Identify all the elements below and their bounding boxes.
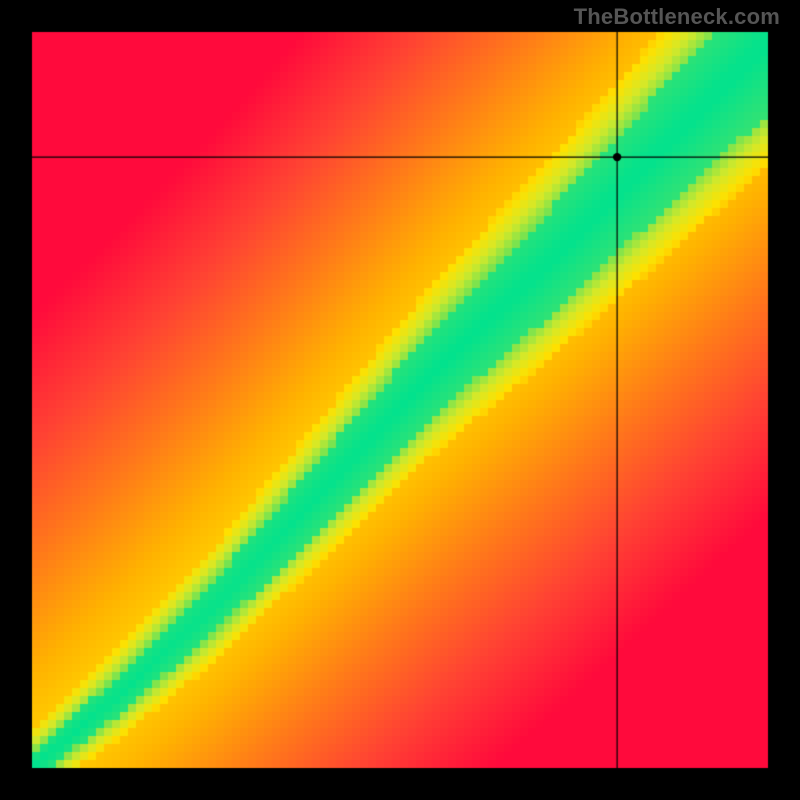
heatmap-canvas [0,0,800,800]
chart-container: TheBottleneck.com [0,0,800,800]
watermark-text: TheBottleneck.com [574,4,780,30]
